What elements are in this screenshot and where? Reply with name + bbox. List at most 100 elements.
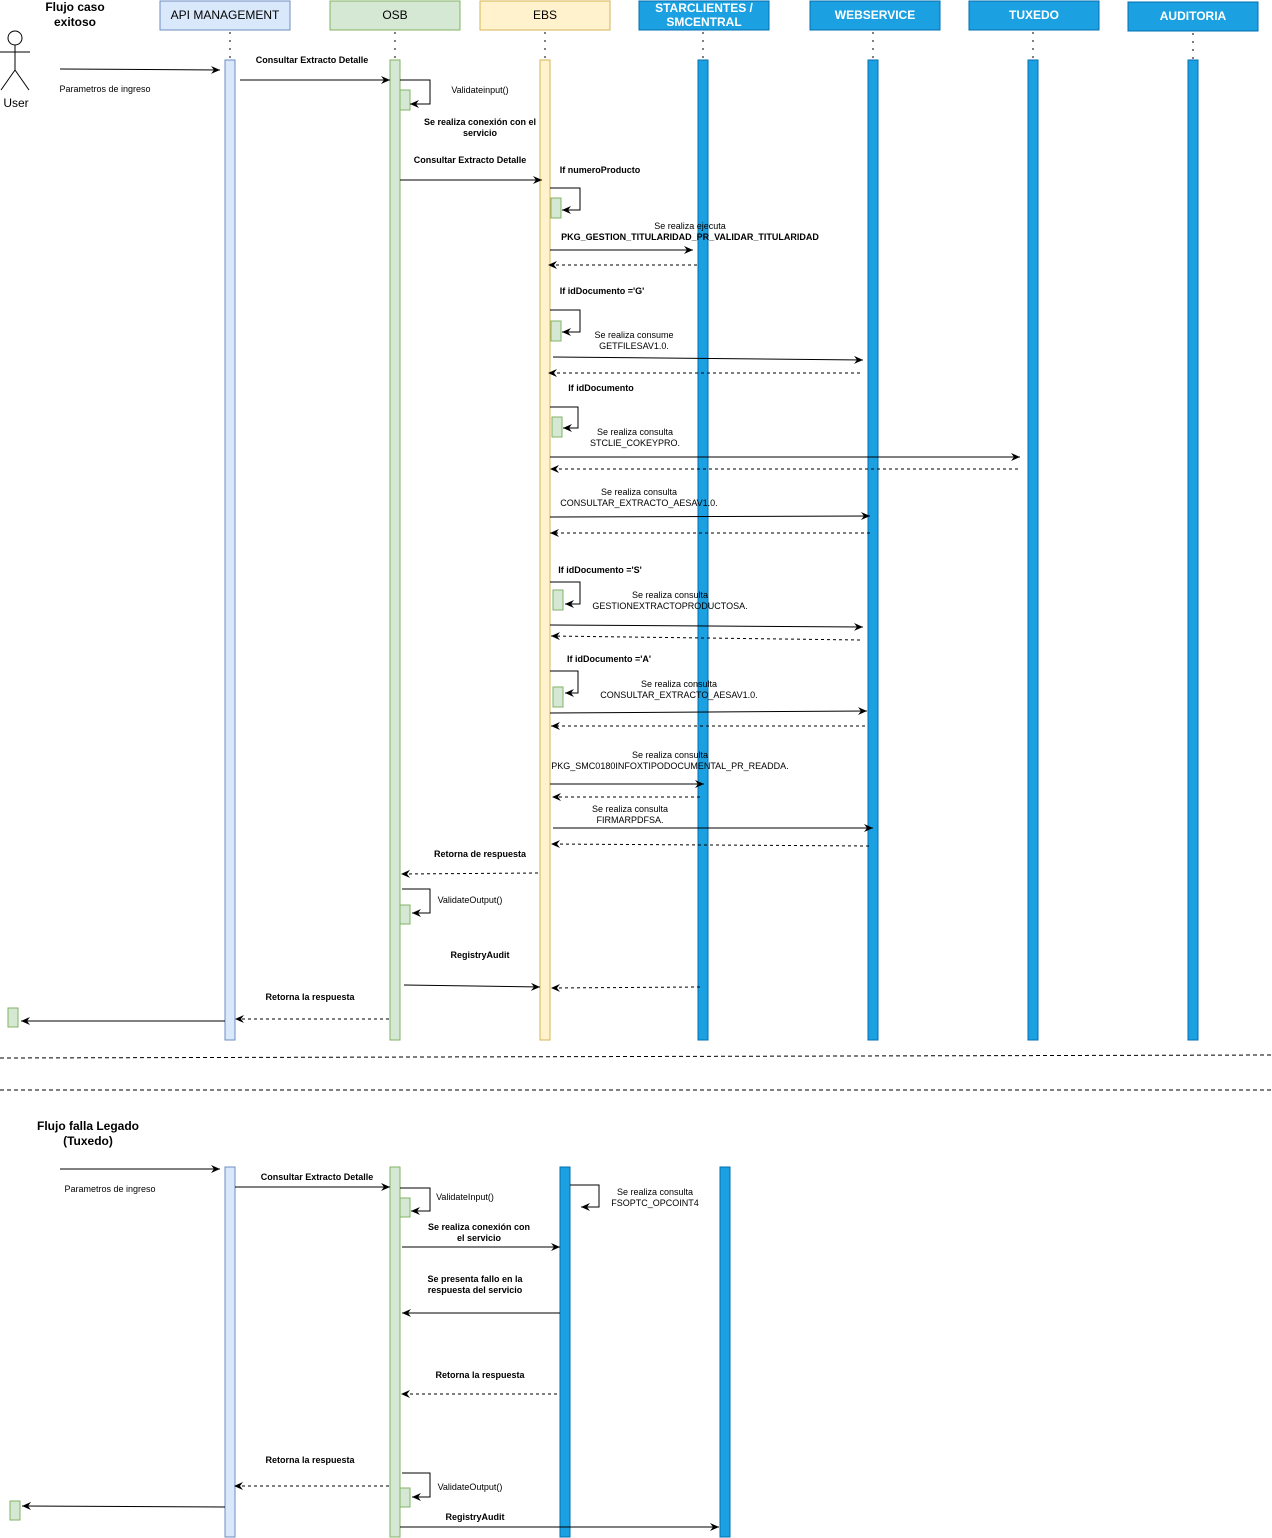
actor-icon (0, 45, 30, 91)
lifeline-bar-web (867, 59, 879, 1041)
message-label: FSOPTC_OPCOINT4 (611, 1198, 699, 1208)
lifeline-bar-tux (1027, 59, 1039, 1041)
message-arrow (59, 65, 221, 74)
activation-box (399, 1197, 411, 1218)
lifeline-bar-aud (1187, 59, 1199, 1041)
message-label: STCLIE_COKEYPRO. (590, 438, 680, 448)
message-label: If idDocumento ='G' (560, 286, 645, 296)
activation-box (552, 589, 564, 611)
lifeline-bar-star (697, 59, 709, 1041)
participant-label: SMCENTRAL (666, 15, 741, 29)
return-arrow (550, 983, 701, 992)
return-arrow (400, 869, 539, 878)
activation-box (399, 904, 411, 925)
message-label: servicio (463, 128, 498, 138)
message-label: If idDocumento ='A' (567, 654, 651, 664)
message-label: ValidateInput() (436, 1192, 494, 1202)
self-call-arrow (550, 406, 579, 432)
message-label: Retorna la respuesta (265, 1455, 355, 1465)
participant-label: EBS (533, 8, 557, 22)
user-activation-box (9, 1500, 21, 1521)
message-label: FIRMARPDFSA. (596, 815, 663, 825)
participant-osb[interactable] (329, 0, 461, 31)
message-arrow (549, 707, 868, 716)
message-label: Parametros de ingreso (64, 1184, 155, 1194)
activation-box (399, 89, 411, 111)
participant-ebs[interactable] (479, 0, 611, 31)
participant-label: AUDITORIA (1160, 9, 1227, 23)
lifeline-bar-api (224, 59, 236, 1041)
self-call-arrow (570, 1184, 600, 1211)
message-label: Se realiza consulta (597, 427, 673, 437)
participant-web[interactable] (809, 0, 941, 31)
self-call-arrow (402, 888, 431, 917)
message-label: Se realiza conexión con (428, 1222, 530, 1232)
section-title: (Tuxedo) (63, 1134, 113, 1148)
participant-label: TUXEDO (1009, 8, 1059, 22)
message-arrow (549, 622, 864, 631)
message-label: GESTIONEXTRACTOPRODUCTOSA. (592, 601, 747, 611)
activation-box (551, 416, 563, 438)
message-arrow (549, 512, 871, 521)
return-arrow (550, 840, 870, 849)
message-label: Validateinput() (451, 85, 508, 95)
participant-tux[interactable] (968, 0, 1100, 31)
self-call-arrow (550, 670, 579, 697)
message-label: Se realiza consulta (641, 679, 717, 689)
activation-box (552, 686, 564, 708)
lifeline-bar-osb (389, 1166, 401, 1538)
lifeline-bar-api (224, 1166, 236, 1538)
lifeline-bar-ebs (539, 59, 551, 1041)
section-title: Flujo falla Legado (37, 1119, 139, 1133)
lifeline-bar-tux (559, 1166, 571, 1538)
self-call-arrow (400, 1187, 431, 1215)
message-arrow (552, 355, 864, 364)
message-label: Parametros de ingreso (59, 84, 150, 94)
message-label: ValidateOutput() (438, 895, 503, 905)
message-label: Se realiza consulta (632, 750, 708, 760)
message-label: PKG_SMC0180INFOXTIPODOCUMENTAL_PR_READDA… (551, 761, 788, 771)
participant-star[interactable] (638, 0, 770, 31)
message-label: Se realiza consume (594, 330, 673, 340)
section-divider (0, 1054, 1272, 1059)
participant-aud[interactable] (1127, 1, 1259, 32)
lifeline-bar-aud (719, 1166, 731, 1538)
message-label: el servicio (457, 1233, 502, 1243)
message-label: PKG_GESTION_TITULARIDAD_PR_VALIDAR_TITUL… (561, 232, 819, 242)
message-label: Retorna la respuesta (265, 992, 355, 1002)
message-label: If idDocumento ='S' (558, 565, 642, 575)
message-label: CONSULTAR_EXTRACTO_AESAV1.0. (600, 690, 757, 700)
self-call-arrow (550, 309, 581, 336)
message-label: Se realiza ejecuta (654, 221, 726, 231)
participant-api[interactable] (159, 0, 291, 31)
message-label: Se realiza consulta (617, 1187, 693, 1197)
message-label: Se realiza consulta (632, 590, 708, 600)
message-label: Retorna de respuesta (434, 849, 527, 859)
message-label: GETFILESAV1.0. (599, 341, 669, 351)
participant-label: STARCLIENTES / (655, 1, 753, 15)
activation-box (550, 320, 562, 342)
message-arrow (403, 982, 541, 991)
message-label: Se realiza consulta (592, 804, 668, 814)
message-label: If idDocumento (568, 383, 634, 393)
participant-label: WEBSERVICE (835, 8, 915, 22)
message-label: RegistryAudit (450, 950, 509, 960)
message-label: ValidateOutput() (438, 1482, 503, 1492)
message-label: Consultar Extracto Detalle (256, 55, 369, 65)
self-call-arrow (550, 187, 581, 214)
message-label: CONSULTAR_EXTRACTO_AESAV1.0. (560, 498, 717, 508)
activation-box (550, 197, 562, 219)
message-arrow (21, 1502, 226, 1511)
message-label: Se realiza conexión con el (424, 117, 536, 127)
message-label: If numeroProducto (560, 165, 641, 175)
section-title: exitoso (54, 15, 96, 29)
message-label: Retorna la respuesta (435, 1370, 525, 1380)
actor-icon (7, 30, 23, 46)
message-label: Se presenta fallo en la (427, 1274, 523, 1284)
participant-label: OSB (382, 8, 407, 22)
self-call-arrow (550, 581, 581, 608)
activation-box (399, 1487, 411, 1508)
message-label: Consultar Extracto Detalle (261, 1172, 374, 1182)
self-call-arrow (400, 79, 431, 108)
section-title: Flujo caso (45, 0, 104, 14)
